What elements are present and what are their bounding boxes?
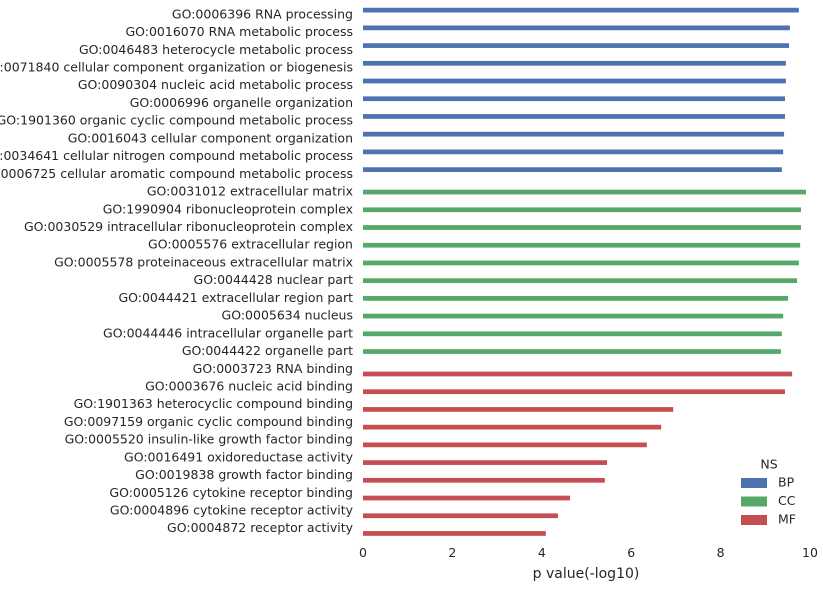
bar <box>363 114 785 119</box>
bar <box>363 131 785 137</box>
bar <box>363 260 799 266</box>
y-tick-label: GO:0090304 nucleic acid metabolic proces… <box>78 77 353 92</box>
bar <box>363 531 546 536</box>
y-tick-label: GO:0006396 RNA processing <box>172 6 353 21</box>
bar <box>363 242 801 248</box>
y-tick-label: GO:0005126 cytokine receptor binding <box>109 485 353 500</box>
bar <box>363 371 793 377</box>
y-tick-label: GO:0003723 RNA binding <box>193 361 353 376</box>
y-tick-label: GO:1901360 organic cyclic compound metab… <box>0 113 353 128</box>
x-tick-label: 6 <box>627 545 635 560</box>
legend-label: BP <box>778 475 795 490</box>
bar <box>363 60 786 66</box>
bar <box>363 7 799 13</box>
x-tick-label: 2 <box>448 545 456 560</box>
bar <box>363 167 782 172</box>
bar <box>363 331 782 337</box>
bar <box>363 43 789 48</box>
x-tick-label: 0 <box>359 545 367 560</box>
y-tick-label: GO:0044421 extracellular region part <box>118 290 353 305</box>
bar <box>363 407 674 412</box>
y-tick-label: GO:0005576 extracellular region <box>148 237 353 252</box>
bar <box>363 189 806 195</box>
y-tick-label: GO:0016043 cellular component organizati… <box>68 130 353 145</box>
y-tick-label: GO:0006725 cellular aromatic compound me… <box>0 166 353 181</box>
y-tick-label: GO:0097159 organic cyclic compound bindi… <box>64 414 353 429</box>
legend-title: NS <box>760 457 777 472</box>
legend-swatch <box>741 515 767 525</box>
bar <box>363 296 789 301</box>
bar <box>363 225 802 230</box>
x-tick-label: 10 <box>802 545 818 560</box>
bar <box>363 477 605 483</box>
legend-label: CC <box>778 493 796 508</box>
y-tick-label: GO:0046483 heterocycle metabolic process <box>79 42 353 57</box>
y-tick-label: GO:0016491 oxidoreductase activity <box>124 449 354 464</box>
bar <box>363 442 647 448</box>
bar <box>363 313 784 319</box>
bar <box>363 78 786 84</box>
y-tick-label: GO:0044428 nuclear part <box>194 272 354 287</box>
bar <box>363 424 662 430</box>
bar <box>363 495 570 501</box>
y-tick-label: GO:0005634 nucleus <box>222 308 353 323</box>
y-tick-label: GO:0016070 RNA metabolic process <box>125 24 353 39</box>
y-tick-label: GO:1990904 ribonucleoprotein complex <box>103 201 353 216</box>
legend-swatch <box>741 478 767 488</box>
y-tick-label: GO:0030529 intracellular ribonucleoprote… <box>24 219 353 234</box>
bar <box>363 513 558 519</box>
y-tick-label: GO:0044422 organelle part <box>182 343 353 358</box>
legend-swatch <box>741 496 767 507</box>
y-tick-label: GO:0004872 receptor activity <box>167 520 354 535</box>
y-tick-label: GO:0005578 proteinaceous extracellular m… <box>54 254 353 269</box>
y-tick-label: GO:0003676 nucleic acid binding <box>145 378 353 393</box>
y-tick-label: GO:0004896 cytokine receptor activity <box>110 503 354 518</box>
x-tick-label: 4 <box>538 545 546 560</box>
bar <box>363 207 802 213</box>
bar <box>363 25 790 31</box>
bar <box>363 149 784 155</box>
y-tick-label: GO:0005520 insulin-like growth factor bi… <box>65 432 353 447</box>
bar <box>363 278 798 284</box>
y-tick-label: GO:0044446 intracellular organelle part <box>103 325 353 340</box>
bar <box>363 96 785 102</box>
x-tick-label: 8 <box>717 545 725 560</box>
y-tick-label: GO:1901363 heterocyclic compound binding <box>74 396 353 411</box>
y-tick-label: GO:0071840 cellular component organizati… <box>0 60 353 75</box>
y-tick-label: GO:0034641 cellular nitrogen compound me… <box>0 148 353 163</box>
legend-label: MF <box>778 512 796 527</box>
x-axis-label: p value(-log10) <box>533 566 640 582</box>
bar <box>363 460 608 465</box>
y-tick-label: GO:0019838 growth factor binding <box>135 467 353 482</box>
y-tick-label: GO:0031012 extracellular matrix <box>147 184 353 199</box>
bar <box>363 389 785 395</box>
y-tick-label: GO:0006996 organelle organization <box>130 95 353 110</box>
bar <box>363 349 781 354</box>
